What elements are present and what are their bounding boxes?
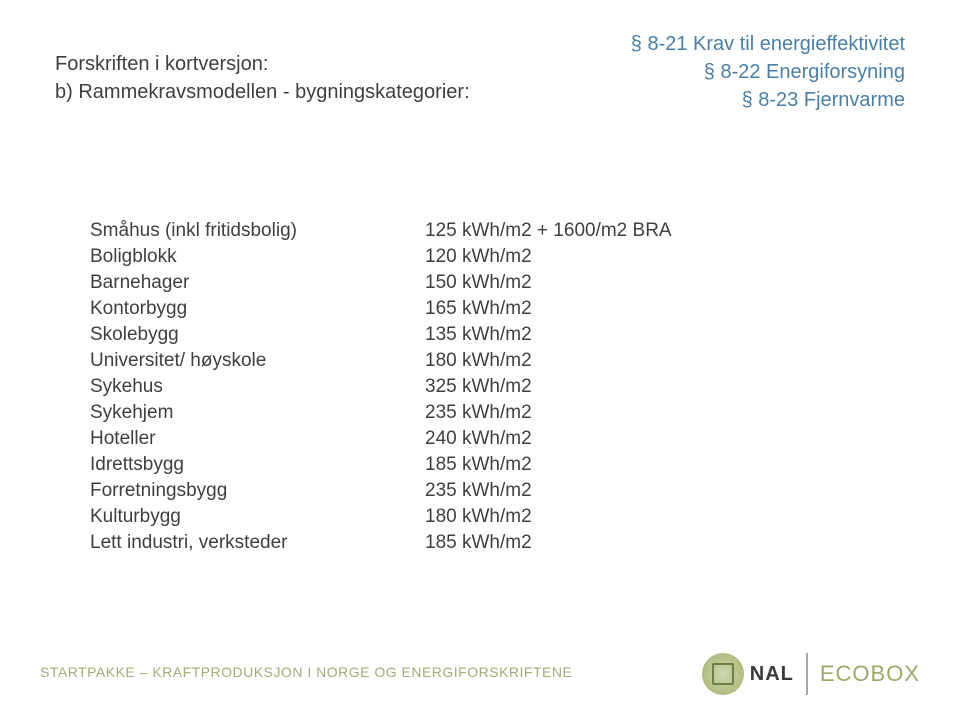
- category-table: Småhus (inkl fritidsbolig) 125 kWh/m2 + …: [90, 220, 725, 558]
- row-label: Kontorbygg: [90, 298, 425, 320]
- row-label: Lett industri, verksteder: [90, 532, 425, 554]
- header-left-line1: Forskriften i kortversjon:: [55, 50, 470, 78]
- row-value: 240 kWh/m2: [425, 428, 725, 450]
- table-row: Kontorbygg 165 kWh/m2: [90, 298, 725, 324]
- row-value: 165 kWh/m2: [425, 298, 725, 320]
- slide-page: Forskriften i kortversjon: b) Rammekravs…: [0, 0, 960, 725]
- nal-text: NAL: [750, 663, 794, 686]
- row-label: Barnehager: [90, 272, 425, 294]
- row-label: Kulturbygg: [90, 506, 425, 528]
- row-label: Boligblokk: [90, 246, 425, 268]
- row-value: 120 kWh/m2: [425, 246, 725, 268]
- nal-logo: NAL: [702, 653, 794, 695]
- header-left-block: Forskriften i kortversjon: b) Rammekravs…: [55, 50, 470, 106]
- row-label: Forretningsbygg: [90, 480, 425, 502]
- table-row: Sykehus 325 kWh/m2: [90, 376, 725, 402]
- header-right-line3: § 8-23 Fjernvarme: [631, 86, 905, 114]
- row-label: Hoteller: [90, 428, 425, 450]
- row-value: 125 kWh/m2 + 1600/m2 BRA: [425, 220, 725, 242]
- table-row: Kulturbygg 180 kWh/m2: [90, 506, 725, 532]
- header-right-block: § 8-21 Krav til energieffektivitet § 8-2…: [631, 30, 905, 114]
- row-value: 135 kWh/m2: [425, 324, 725, 346]
- header-right-line2: § 8-22 Energiforsyning: [631, 58, 905, 86]
- table-row: Idrettsbygg 185 kWh/m2: [90, 454, 725, 480]
- ecobox-text: ECOBOX: [820, 661, 920, 687]
- row-value: 325 kWh/m2: [425, 376, 725, 398]
- table-row: Universitet/ høyskole 180 kWh/m2: [90, 350, 725, 376]
- header-left-line2: b) Rammekravsmodellen - bygningskategori…: [55, 78, 470, 106]
- row-label: Småhus (inkl fritidsbolig): [90, 220, 425, 242]
- table-row: Forretningsbygg 235 kWh/m2: [90, 480, 725, 506]
- row-value: 180 kWh/m2: [425, 506, 725, 528]
- row-label: Skolebygg: [90, 324, 425, 346]
- row-value: 235 kWh/m2: [425, 480, 725, 502]
- row-value: 235 kWh/m2: [425, 402, 725, 424]
- row-value: 185 kWh/m2: [425, 454, 725, 476]
- table-row: Hoteller 240 kWh/m2: [90, 428, 725, 454]
- nal-seal-icon: [702, 653, 744, 695]
- table-row: Lett industri, verksteder 185 kWh/m2: [90, 532, 725, 558]
- row-value: 185 kWh/m2: [425, 532, 725, 554]
- table-row: Sykehjem 235 kWh/m2: [90, 402, 725, 428]
- table-row: Boligblokk 120 kWh/m2: [90, 246, 725, 272]
- row-label: Sykehus: [90, 376, 425, 398]
- table-row: Småhus (inkl fritidsbolig) 125 kWh/m2 + …: [90, 220, 725, 246]
- footer-text: STARTPAKKE – KRAFTPRODUKSJON I NORGE OG …: [40, 664, 572, 680]
- row-value: 180 kWh/m2: [425, 350, 725, 372]
- row-label: Idrettsbygg: [90, 454, 425, 476]
- row-value: 150 kWh/m2: [425, 272, 725, 294]
- footer-logos: NAL ECOBOX: [702, 653, 920, 695]
- row-label: Sykehjem: [90, 402, 425, 424]
- row-label: Universitet/ høyskole: [90, 350, 425, 372]
- table-row: Skolebygg 135 kWh/m2: [90, 324, 725, 350]
- logo-divider: [806, 653, 808, 695]
- table-row: Barnehager 150 kWh/m2: [90, 272, 725, 298]
- header-right-line1: § 8-21 Krav til energieffektivitet: [631, 30, 905, 58]
